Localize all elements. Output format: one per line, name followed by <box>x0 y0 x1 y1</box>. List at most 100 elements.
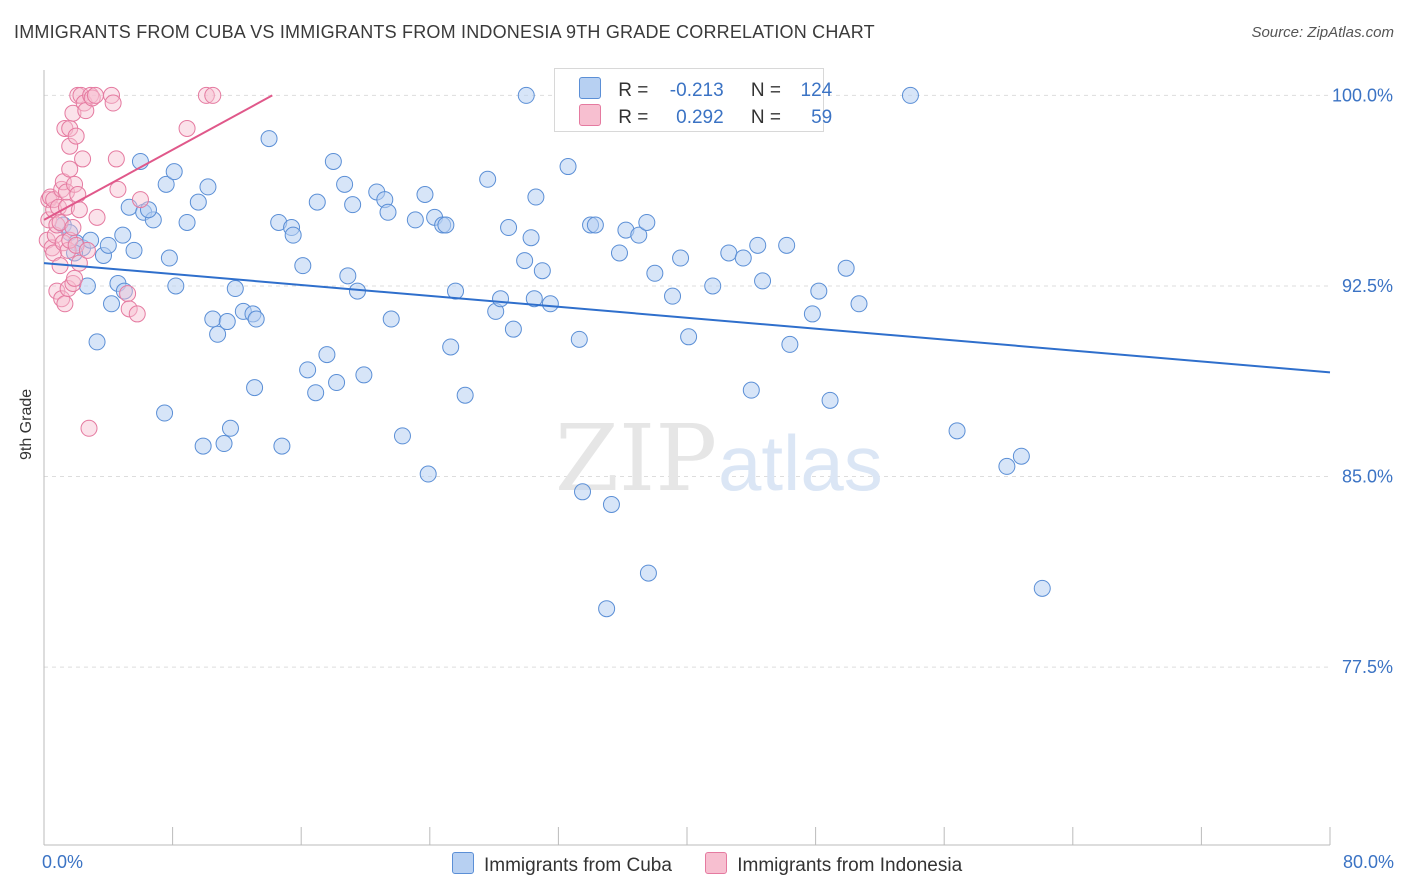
cuba-point <box>570 330 588 348</box>
cuba-point <box>437 216 455 234</box>
indonesia-point <box>107 150 125 168</box>
cuba-point <box>189 193 207 211</box>
cuba-point <box>602 496 620 514</box>
y-tick-labels: 100.0% 92.5% 85.0% 77.5% <box>1332 85 1393 677</box>
y-tick-label: 77.5% <box>1342 657 1393 677</box>
cuba-point <box>284 226 302 244</box>
cuba-point <box>598 600 616 618</box>
legend-n-indonesia: 59 <box>811 107 833 128</box>
cuba-point <box>516 252 534 270</box>
legend-label-indonesia: Immigrants from Indonesia <box>737 855 963 876</box>
indonesia-point <box>204 86 222 104</box>
legend-label-cuba: Immigrants from Cuba <box>484 855 672 876</box>
legend-r-label: R = <box>618 80 649 101</box>
legend-n-label: N = <box>750 107 781 128</box>
legend-item-indonesia[interactable]: Immigrants from Indonesia <box>705 852 962 877</box>
cuba-point <box>194 437 212 455</box>
indonesia-point <box>78 241 96 259</box>
cuba-point <box>559 158 577 176</box>
cuba-point <box>88 333 106 351</box>
chart-title: IMMIGRANTS FROM CUBA VS IMMIGRANTS FROM … <box>14 22 875 42</box>
indonesia-point <box>67 127 85 145</box>
legend-r-cuba: -0.213 <box>669 80 724 101</box>
cuba-point <box>639 564 657 582</box>
indonesia-point <box>197 86 215 104</box>
series-cuba-points <box>54 86 1051 618</box>
cuba-point <box>328 374 346 392</box>
cuba-point <box>610 244 628 262</box>
indonesia-point <box>88 208 106 226</box>
cuba-point <box>178 213 196 231</box>
cuba-point <box>704 277 722 295</box>
legend-n-label: N = <box>750 80 781 101</box>
indonesia-point <box>64 219 82 237</box>
cuba-point <box>339 267 357 285</box>
cuba-point <box>850 295 868 313</box>
cuba-point <box>638 213 656 231</box>
cuba-point <box>246 379 264 397</box>
indonesia-point <box>66 269 84 287</box>
cuba-point <box>500 219 518 237</box>
series-legend: Immigrants from Cuba Immigrants from Ind… <box>452 852 990 877</box>
cuba-point <box>781 335 799 353</box>
legend-item-cuba[interactable]: Immigrants from Cuba <box>452 852 672 877</box>
cuba-point <box>522 229 540 247</box>
cuba-point <box>344 196 362 214</box>
cuba-point <box>948 422 966 440</box>
axes <box>43 70 1331 846</box>
cuba-point <box>672 249 690 267</box>
cuba-point <box>379 203 397 221</box>
cuba-point <box>218 313 236 331</box>
cuba-point <box>273 437 291 455</box>
indonesia-point <box>80 419 98 437</box>
cuba-point <box>646 264 664 282</box>
indonesia-point <box>61 160 79 178</box>
cuba-point <box>209 325 227 343</box>
indonesia-point <box>56 295 74 313</box>
cuba-point <box>336 175 354 193</box>
source-credit: Source: ZipAtlas.com <box>1251 24 1394 41</box>
indonesia-point <box>61 137 79 155</box>
cuba-point <box>525 290 543 308</box>
indonesia-point <box>131 191 149 209</box>
legend-swatch-indonesia <box>705 852 728 874</box>
cuba-point <box>664 287 682 305</box>
cuba-point <box>103 295 121 313</box>
indonesia-point <box>66 175 84 193</box>
cuba-point <box>680 328 698 346</box>
cuba-point <box>821 391 839 409</box>
cuba-point <box>114 226 132 244</box>
cuba-point <box>416 186 434 204</box>
indonesia-point <box>59 280 77 298</box>
cuba-point <box>226 280 244 298</box>
cuba-point <box>1012 447 1030 465</box>
cuba-point <box>533 262 551 280</box>
cuba-point <box>517 86 535 104</box>
cuba-point <box>574 483 592 501</box>
cuba-trend-line <box>43 262 1331 374</box>
y-axis-label: 9th Grade <box>18 388 35 460</box>
cuba-point <box>215 435 233 453</box>
cuba-point <box>492 290 510 308</box>
cuba-point <box>204 310 222 328</box>
cuba-point <box>442 338 460 356</box>
cuba-point <box>160 249 178 267</box>
cuba-point <box>324 152 342 170</box>
cuba-point <box>308 193 326 211</box>
indonesia-point <box>64 104 82 122</box>
cuba-point <box>720 244 738 262</box>
gridlines <box>44 94 1330 668</box>
cuba-point <box>586 216 604 234</box>
cuba-point <box>99 236 117 254</box>
correlation-legend: R = -0.213 N = 124 R = 0.292 N = 59 <box>554 68 832 132</box>
trend-lines <box>43 94 1331 374</box>
cuba-point <box>167 277 185 295</box>
indonesia-point <box>120 300 138 318</box>
series-indonesia-points <box>38 86 222 437</box>
cuba-point <box>754 272 772 290</box>
indonesia-trend-line <box>43 94 273 221</box>
cuba-point <box>260 130 278 148</box>
indonesia-point <box>69 186 87 204</box>
indonesia-point <box>83 89 101 107</box>
